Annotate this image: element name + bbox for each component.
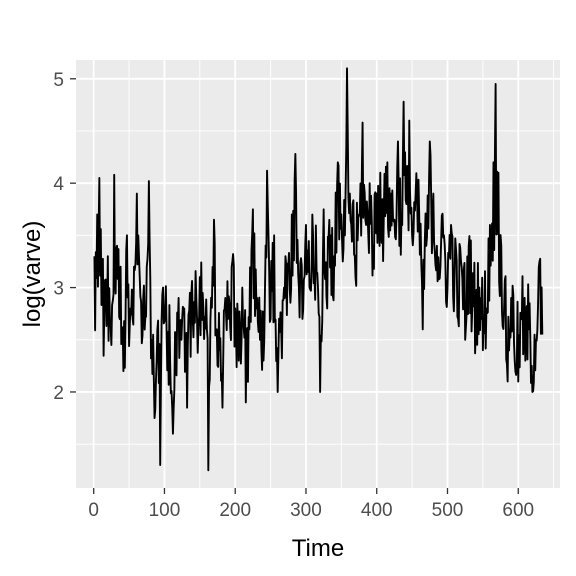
y-tick-label: 5 (53, 70, 64, 91)
y-tick-label: 2 (53, 383, 64, 404)
y-tick-label: 3 (53, 279, 64, 300)
x-tick-label: 500 (432, 500, 464, 521)
y-axis-title: log(varve) (19, 221, 46, 328)
y-tick-label: 4 (53, 174, 64, 195)
x-tick-label: 200 (219, 500, 251, 521)
x-axis-title: Time (292, 535, 344, 562)
series-line (93, 67, 544, 472)
x-tick-label: 300 (290, 500, 322, 521)
x-tick-label: 100 (149, 500, 181, 521)
x-axis: 0 100 200 300 400 500 600 (88, 488, 534, 521)
x-tick-label: 0 (88, 500, 99, 521)
x-tick-label: 400 (361, 500, 393, 521)
x-tick-label: 600 (502, 500, 534, 521)
y-axis: 2 3 4 5 (53, 70, 76, 404)
